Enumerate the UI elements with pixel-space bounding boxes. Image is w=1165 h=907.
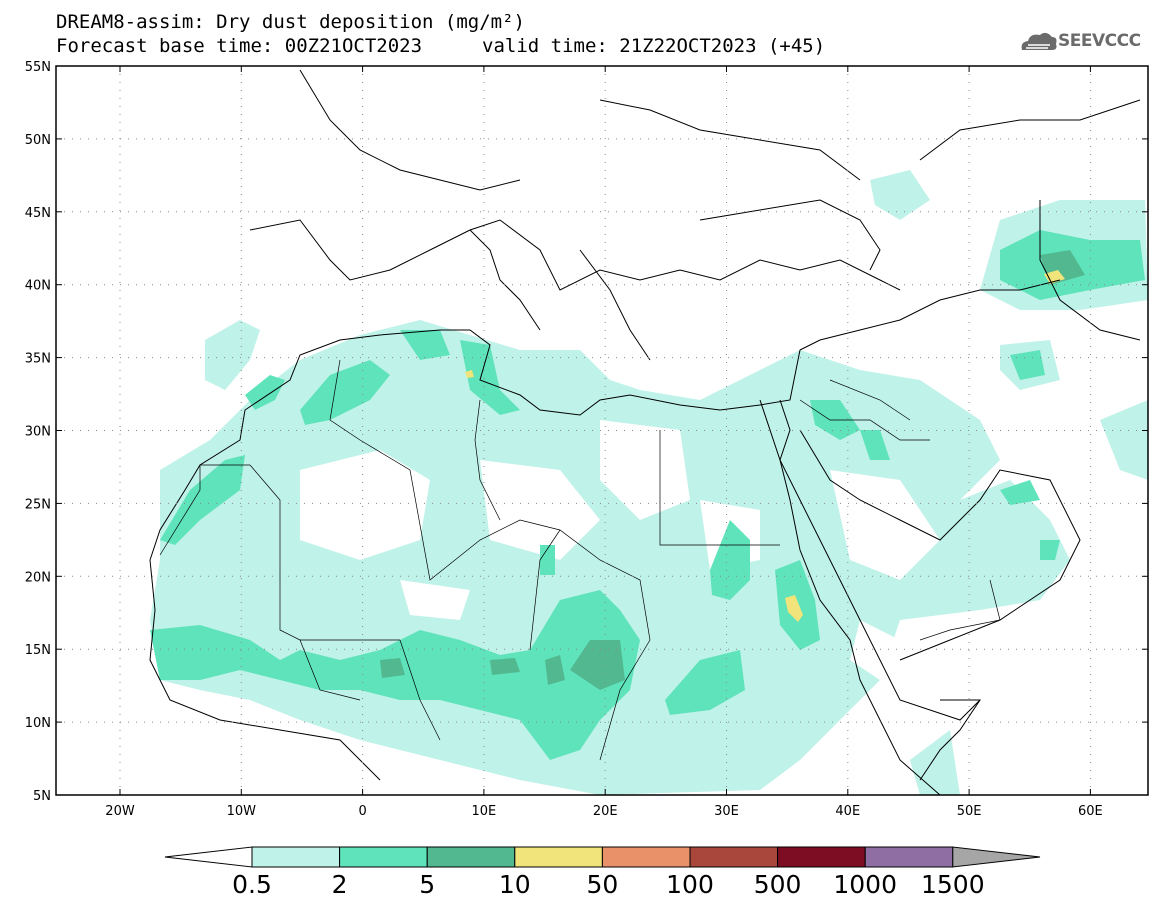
logo-text: SEEVCCC <box>1058 31 1141 51</box>
lat-label: 5N <box>33 789 51 804</box>
lon-label: 30E <box>714 804 739 819</box>
lon-label: 20W <box>105 804 135 819</box>
colorbar-over-arrow <box>952 846 1041 868</box>
colorbar-label: 100 <box>666 870 714 899</box>
lat-label: 55N <box>25 60 51 75</box>
colorbar-box <box>601 846 691 868</box>
lat-label: 35N <box>25 352 51 367</box>
forecast-base-time: Forecast base time: 00Z21OCT2023 <box>56 35 423 57</box>
lon-label: 10W <box>227 804 257 819</box>
colorbar-labels: 0.5 2 5 10 50 100 500 1000 1500 <box>232 870 984 899</box>
colorbar-box <box>777 846 866 868</box>
lat-label: 30N <box>25 425 51 440</box>
colorbar-label: 2 <box>332 870 348 899</box>
colorbar-box <box>514 846 603 868</box>
colorbar-label: 500 <box>754 870 802 899</box>
country-borders <box>159 359 1001 761</box>
colorbar-box <box>339 846 428 868</box>
longitude-labels: 20W 10W 0 10E 20E 30E 40E 50E 60E <box>105 804 1102 819</box>
lon-label: 40E <box>835 804 860 819</box>
colorbar-box <box>864 846 954 868</box>
lon-label: 0 <box>358 804 366 819</box>
map-title: DREAM8-assim: Dry dust deposition (mg/m²… <box>56 11 525 33</box>
axis-ticks <box>56 65 1148 796</box>
colorbar-box <box>426 846 516 868</box>
colorbar-box <box>251 846 341 868</box>
lat-label: 25N <box>25 497 51 512</box>
lat-label: 15N <box>25 643 51 658</box>
lat-label: 40N <box>25 279 51 294</box>
lon-label: 20E <box>593 804 618 819</box>
colorbar-boxes <box>164 846 1041 868</box>
colorbar-label: 0.5 <box>232 870 272 899</box>
lon-label: 10E <box>472 804 497 819</box>
dust-fields <box>150 170 1148 795</box>
cloud-icon <box>1021 32 1057 50</box>
lat-label: 45N <box>25 206 51 221</box>
colorbar-label: 1500 <box>921 870 985 899</box>
colorbar-label: 10 <box>499 870 531 899</box>
latitude-labels: 55N 50N 45N 40N 35N 30N 25N 20N 15N 10N 5N <box>25 60 51 804</box>
colorbar-label: 1000 <box>833 870 897 899</box>
colorbar-under-arrow <box>164 846 253 868</box>
lat-label: 50N <box>25 133 51 148</box>
lon-label: 50E <box>957 804 982 819</box>
colorbar-label: 5 <box>419 870 435 899</box>
colorbar-label: 50 <box>586 870 618 899</box>
colorbar-box <box>689 846 779 868</box>
lon-label: 60E <box>1078 804 1103 819</box>
valid-time: valid time: 21Z22OCT2023 (+45) <box>482 35 826 57</box>
lat-label: 20N <box>25 570 51 585</box>
lat-label: 10N <box>25 716 51 731</box>
